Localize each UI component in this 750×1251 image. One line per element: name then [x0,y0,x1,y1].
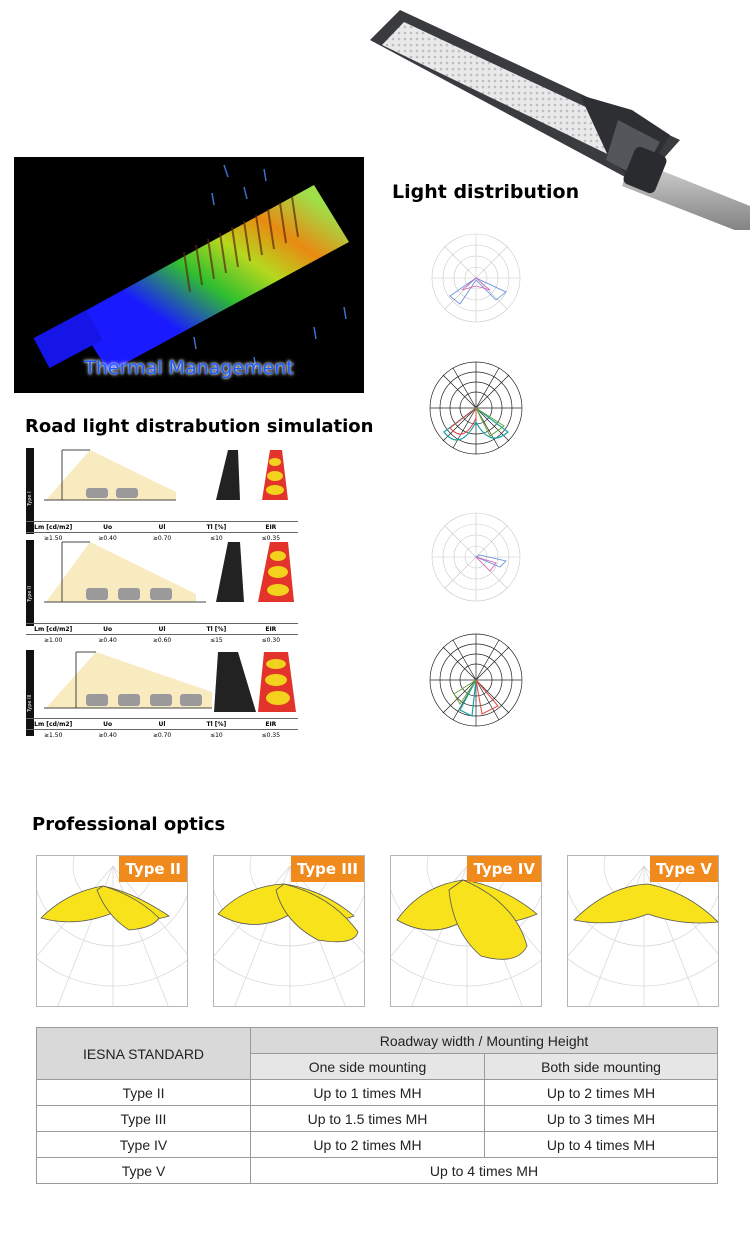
value-uo: ≥0.40 [98,637,117,644]
one-side-header: One side mounting [250,1053,485,1080]
panel-1-type-label: Type I [27,491,33,507]
row-one-side: Up to 1 times MH [250,1079,485,1106]
header-eir: EIR [265,721,277,728]
optic-card-type-ii: Type II [36,855,188,1007]
panel-2-type-label: Type II [27,586,33,603]
road-simulation-heading: Road light distrabution simulation [25,416,374,437]
value-tl: ≤10 [210,732,223,739]
thermal-simulation-graphic [33,164,349,372]
value-eir: ≤0.30 [261,637,281,644]
row-merged: Up to 4 times MH [250,1157,718,1184]
iesna-standard-header: IESNA STANDARD [36,1027,251,1080]
header-ul: Ul [158,626,166,633]
road-table-2: Lm [cd/m2] Uo Ul Tl [%] EIR ≥1.00 ≥0.40 … [26,623,298,645]
header-tl: Tl [%] [206,524,227,531]
header-uo: Uo [103,524,113,531]
optic-badge-type-iv: Type IV [467,856,541,882]
intensity-diagram-1 [431,233,521,323]
road-simulation-panel-1: Type I [26,448,288,534]
thermal-management-image: Thermal Management [14,157,364,393]
value-lm: ≥1.50 [44,535,63,542]
professional-optics-heading: Professional optics [32,814,226,835]
value-eir: ≤0.35 [261,732,281,739]
row-type: Type II [36,1079,251,1106]
panel-3-type-label: Type III [27,695,33,714]
street-light-image [370,10,750,230]
row-type: Type III [36,1105,251,1132]
iesna-standard-table: IESNA STANDARD Roadway width / Mounting … [36,1027,718,1184]
row-both-side: Up to 2 times MH [484,1079,718,1106]
header-lm: Lm [cd/m2] [34,721,73,728]
header-uo: Uo [103,626,113,633]
header-uo: Uo [103,721,113,728]
value-uo: ≥0.40 [98,535,117,542]
table-row: Type V Up to 4 times MH [36,1157,718,1184]
header-eir: EIR [265,626,277,633]
optic-badge-type-v: Type V [650,856,718,882]
header-eir: EIR [265,524,277,531]
header-tl: Tl [%] [206,721,227,728]
row-both-side: Up to 4 times MH [484,1131,718,1158]
light-distribution-heading: Light distribution [392,181,580,203]
header-lm: Lm [cd/m2] [34,626,73,633]
header-tl: Tl [%] [206,626,227,633]
row-type: Type IV [36,1131,251,1158]
header-ul: Ul [158,721,166,728]
value-ul: ≥0.70 [152,535,172,542]
optic-card-type-v: Type V [567,855,719,1007]
header-ul: Ul [158,524,166,531]
row-type: Type V [36,1157,251,1184]
optic-card-type-iii: Type III [213,855,365,1007]
intensity-diagram-3 [431,512,521,602]
header-lm: Lm [cd/m2] [34,524,73,531]
optic-diagram-type-ii [37,856,187,1006]
table-row: Type IV Up to 2 times MH Up to 4 times M… [36,1131,718,1158]
value-ul: ≥0.70 [152,732,172,739]
optic-badge-type-ii: Type II [119,856,187,882]
optic-badge-type-iii: Type III [290,856,364,882]
value-tl: ≤10 [210,535,223,542]
value-tl: ≤15 [210,637,223,644]
row-both-side: Up to 3 times MH [484,1105,718,1132]
value-lm: ≥1.50 [44,732,63,739]
table-row: Type II Up to 1 times MH Up to 2 times M… [36,1079,718,1106]
road-simulation-panel-2: Type II [26,540,294,626]
optic-card-type-iv: Type IV [390,855,542,1007]
optic-diagram-type-v [568,856,718,1006]
value-eir: ≤0.35 [261,535,281,542]
value-uo: ≥0.40 [98,732,117,739]
road-simulation-panel-3: Type III [26,650,296,736]
value-lm: ≥1.00 [44,637,63,644]
intensity-diagram-2 [429,361,523,455]
roadway-width-header: Roadway width / Mounting Height [250,1027,718,1054]
row-one-side: Up to 2 times MH [250,1131,485,1158]
table-row: Type III Up to 1.5 times MH Up to 3 time… [36,1105,718,1132]
road-table-1: Lm [cd/m2] Uo Ul Tl [%] EIR ≥1.50 ≥0.40 … [26,521,298,543]
intensity-diagram-4 [429,633,523,727]
both-side-header: Both side mounting [484,1053,718,1080]
row-one-side: Up to 1.5 times MH [250,1105,485,1132]
value-ul: ≥0.60 [152,637,172,644]
road-table-3: Lm [cd/m2] Uo Ul Tl [%] EIR ≥1.50 ≥0.40 … [26,718,298,740]
thermal-caption: Thermal Management [84,357,294,379]
